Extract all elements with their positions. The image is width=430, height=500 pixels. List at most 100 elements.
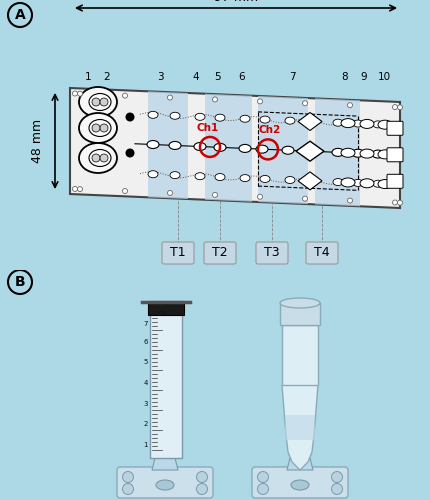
Bar xyxy=(280,303,319,325)
Ellipse shape xyxy=(215,174,224,180)
FancyBboxPatch shape xyxy=(386,122,402,136)
Ellipse shape xyxy=(372,121,382,128)
Ellipse shape xyxy=(332,178,342,186)
Ellipse shape xyxy=(359,149,373,158)
Text: 4: 4 xyxy=(143,380,147,386)
Circle shape xyxy=(125,112,134,122)
Circle shape xyxy=(92,124,100,132)
Circle shape xyxy=(122,484,133,494)
Text: mL: mL xyxy=(157,310,166,315)
Circle shape xyxy=(392,200,396,205)
Ellipse shape xyxy=(169,112,180,119)
Text: 1: 1 xyxy=(84,72,91,82)
Polygon shape xyxy=(283,415,315,440)
Ellipse shape xyxy=(240,174,249,182)
Text: 2: 2 xyxy=(104,72,110,82)
Circle shape xyxy=(257,194,262,200)
Ellipse shape xyxy=(156,480,174,490)
Ellipse shape xyxy=(290,480,308,490)
Polygon shape xyxy=(205,94,252,202)
Circle shape xyxy=(212,192,217,198)
Text: Ch2: Ch2 xyxy=(258,126,280,136)
Ellipse shape xyxy=(215,114,224,121)
Ellipse shape xyxy=(280,298,319,308)
Text: T2: T2 xyxy=(212,246,227,260)
Text: 2: 2 xyxy=(143,421,147,427)
FancyBboxPatch shape xyxy=(162,242,194,264)
Circle shape xyxy=(212,97,217,102)
Text: 7: 7 xyxy=(143,321,147,327)
Circle shape xyxy=(167,190,172,196)
Ellipse shape xyxy=(340,178,354,187)
Ellipse shape xyxy=(147,140,159,148)
Text: 8: 8 xyxy=(341,72,347,82)
Circle shape xyxy=(100,154,108,162)
Ellipse shape xyxy=(169,172,180,178)
Ellipse shape xyxy=(169,142,181,150)
Bar xyxy=(281,325,317,385)
Text: 6: 6 xyxy=(143,339,147,345)
Polygon shape xyxy=(297,112,321,130)
Circle shape xyxy=(92,154,100,162)
Polygon shape xyxy=(295,141,323,161)
Circle shape xyxy=(72,186,77,192)
Circle shape xyxy=(331,484,342,494)
Circle shape xyxy=(257,484,268,494)
Circle shape xyxy=(257,472,268,482)
Text: T3: T3 xyxy=(264,246,279,260)
Text: 48 mm: 48 mm xyxy=(31,119,44,163)
Ellipse shape xyxy=(259,176,269,182)
Circle shape xyxy=(396,200,402,205)
Ellipse shape xyxy=(340,118,354,128)
Circle shape xyxy=(77,186,82,192)
Polygon shape xyxy=(281,385,317,470)
FancyBboxPatch shape xyxy=(203,242,236,264)
Circle shape xyxy=(196,472,207,482)
Ellipse shape xyxy=(352,180,362,186)
Circle shape xyxy=(392,104,396,110)
Ellipse shape xyxy=(255,145,267,153)
Text: B: B xyxy=(15,275,25,289)
Ellipse shape xyxy=(79,87,117,117)
Ellipse shape xyxy=(214,144,225,152)
Circle shape xyxy=(77,91,82,96)
Text: 5: 5 xyxy=(214,72,221,82)
Text: A: A xyxy=(15,8,25,22)
Text: 97 mm: 97 mm xyxy=(213,0,258,4)
Circle shape xyxy=(125,148,134,158)
Ellipse shape xyxy=(306,118,316,125)
Polygon shape xyxy=(286,458,312,470)
FancyBboxPatch shape xyxy=(386,174,402,188)
Circle shape xyxy=(396,105,402,110)
Circle shape xyxy=(72,91,77,96)
FancyBboxPatch shape xyxy=(117,467,212,498)
Circle shape xyxy=(100,98,108,106)
Circle shape xyxy=(347,198,352,203)
Ellipse shape xyxy=(351,149,363,157)
Circle shape xyxy=(92,98,100,106)
Circle shape xyxy=(196,484,207,494)
Ellipse shape xyxy=(79,143,117,173)
Circle shape xyxy=(122,472,133,482)
Ellipse shape xyxy=(240,115,249,122)
Ellipse shape xyxy=(359,120,373,128)
Ellipse shape xyxy=(372,180,382,187)
Ellipse shape xyxy=(79,113,117,143)
Text: 10: 10 xyxy=(377,72,390,82)
Ellipse shape xyxy=(331,148,343,156)
Ellipse shape xyxy=(377,180,391,188)
Text: 1: 1 xyxy=(143,442,147,448)
Polygon shape xyxy=(152,458,178,470)
Text: 7: 7 xyxy=(288,72,295,82)
Polygon shape xyxy=(297,172,321,190)
FancyBboxPatch shape xyxy=(386,148,402,162)
Ellipse shape xyxy=(284,176,294,184)
Text: 5: 5 xyxy=(143,359,147,365)
Circle shape xyxy=(331,472,342,482)
Circle shape xyxy=(347,102,352,108)
Ellipse shape xyxy=(352,120,362,127)
Text: 4: 4 xyxy=(192,72,199,82)
Polygon shape xyxy=(150,305,181,458)
Circle shape xyxy=(257,99,262,104)
Circle shape xyxy=(100,124,108,132)
